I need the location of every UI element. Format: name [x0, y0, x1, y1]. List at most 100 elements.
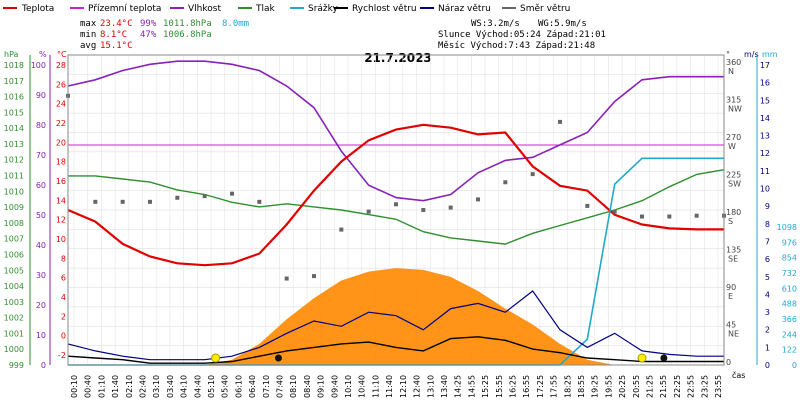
tick-label-hpa: 1014	[4, 124, 24, 133]
sunrise-marker	[211, 353, 221, 363]
series-point-smer-vetru	[530, 172, 535, 177]
tick-label-mm: 976	[782, 238, 797, 247]
tick-label-ms: 6	[765, 255, 770, 264]
tick-label-time: 01:10	[97, 375, 106, 398]
tick-label-time: 11:40	[385, 375, 394, 398]
tick-label-time: 06:10	[234, 375, 243, 398]
tick-label-hpa: 1015	[4, 108, 24, 117]
stat-avg-label: avg	[80, 41, 96, 51]
series-line-naraz-vetru	[67, 290, 724, 361]
axis-unit-ms: m/s	[744, 50, 759, 59]
series-point-smer-vetru	[667, 214, 672, 219]
series-point-smer-vetru	[394, 202, 398, 207]
tick-label-degc: 12	[56, 216, 66, 225]
tick-label-deg: 135	[726, 246, 741, 255]
tick-label-ms: 7	[765, 237, 770, 246]
tick-label-time: 10:40	[358, 375, 367, 398]
tick-label-hpa: 1003	[4, 298, 24, 307]
series-point-smer-vetru	[558, 119, 562, 124]
tick-label-degc: 14	[56, 196, 66, 205]
stat-max-rain: 8.0mm	[222, 19, 249, 29]
tick-label-pct: 30	[36, 271, 46, 280]
tick-label-pct: 40	[36, 241, 46, 250]
tick-label-hpa: 1008	[4, 219, 24, 228]
tick-label-time: 01:40	[111, 375, 120, 398]
axis-unit-hpa: hPa	[4, 50, 19, 59]
tick-label-dir: N	[728, 67, 734, 76]
tick-label-degc: 16	[56, 177, 66, 186]
tick-label-deg: 270	[726, 133, 741, 142]
stat-min-press: 1006.8hPa	[163, 30, 212, 40]
tick-label-time: 23:55	[714, 375, 723, 398]
tick-label-dir: SW	[728, 180, 741, 189]
tick-label-time: 07:10	[262, 375, 271, 398]
series-point-smer-vetru	[640, 214, 644, 219]
tick-label-dir: SE	[728, 255, 738, 264]
tick-label-time: 06:40	[248, 375, 257, 398]
stat-moon: Měsíc Východ:7:43 Západ:21:48	[438, 41, 595, 51]
tick-label-time: 15:25	[481, 375, 490, 398]
tick-label-mm: 610	[782, 284, 797, 293]
tick-label-hpa: 1017	[4, 77, 24, 86]
tick-label-hpa: 1009	[4, 203, 24, 212]
tick-label-degc: 8	[61, 254, 66, 263]
tick-label-time: 18:25	[563, 375, 572, 398]
tick-label-deg: 360	[726, 58, 741, 67]
tick-label-mm: 122	[782, 346, 797, 355]
tick-label-time: 17:25	[536, 375, 545, 398]
tick-label-ms: 3	[765, 308, 770, 317]
tick-label-ms: 5	[765, 273, 770, 282]
tick-label-hpa: 1013	[4, 140, 24, 149]
stat-min-temp: 8.1°C	[100, 30, 127, 40]
stat-min-label: min	[80, 30, 96, 40]
tick-label-hpa: 1011	[4, 172, 24, 181]
tick-label-time: 14:55	[467, 375, 476, 398]
tick-label-pct: 90	[36, 91, 46, 100]
tick-label-time: 12:40	[413, 375, 422, 398]
tick-label-pct: 60	[36, 181, 46, 190]
axis-unit-time: čas	[732, 370, 745, 380]
tick-label-pct: 80	[36, 121, 46, 130]
axis-unit-pct: %	[39, 50, 47, 59]
axis-unit-mm: mm	[762, 50, 778, 59]
tick-label-time: 20:25	[618, 375, 627, 398]
tick-label-pct: 10	[36, 331, 46, 340]
series-point-smer-vetru	[202, 194, 207, 199]
tick-label-ms: 4	[765, 290, 770, 299]
tick-label-hpa: 1012	[4, 156, 24, 165]
tick-label-degc: 20	[56, 138, 66, 147]
series-point-smer-vetru	[148, 199, 152, 204]
tick-label-time: 16:55	[522, 375, 531, 398]
chart-title: 21.7.2023	[364, 51, 432, 65]
legend-label-tlak: Tlak	[255, 4, 276, 14]
tick-label-time: 17:55	[550, 375, 559, 398]
legend: Teplota Přízemní teplota Vlhkost Tlak Sr…	[3, 4, 570, 14]
tick-label-deg: 0	[726, 358, 731, 367]
tick-label-time: 05:40	[221, 375, 230, 398]
tick-label-ms: 14	[760, 114, 770, 123]
tick-label-time: 19:55	[604, 375, 613, 398]
tick-label-degc: 18	[56, 158, 66, 167]
sunset-marker	[637, 353, 647, 363]
tick-label-time: 13:40	[440, 375, 449, 398]
tick-label-deg: 225	[726, 171, 741, 180]
tick-label-time: 04:40	[193, 375, 202, 398]
legend-label-naraz-vetru: Náraz větru	[438, 4, 491, 14]
legend-label-prizemni-teplota: Přízemní teplota	[88, 4, 161, 14]
series-point-smer-vetru	[503, 180, 508, 185]
moonrise-marker	[274, 354, 282, 362]
tick-label-degc: 28	[56, 61, 66, 70]
tick-label-time: 22:55	[687, 375, 696, 398]
tick-label-time: 21:25	[645, 375, 654, 398]
stat-max-label: max	[80, 19, 97, 29]
tick-label-dir: NW	[728, 105, 742, 114]
tick-label-time: 02:10	[125, 375, 134, 398]
tick-label-time: 07:40	[276, 375, 285, 398]
series-point-smer-vetru	[694, 213, 699, 218]
stat-max-hum: 99%	[140, 19, 157, 29]
tick-label-time: 14:25	[454, 375, 463, 398]
axis-ticks: 1018101710161015101410131012101110101009…	[4, 55, 797, 398]
series-point-smer-vetru	[230, 191, 234, 196]
tick-label-ms: 12	[760, 149, 770, 158]
tick-label-time: 18:55	[577, 375, 586, 398]
